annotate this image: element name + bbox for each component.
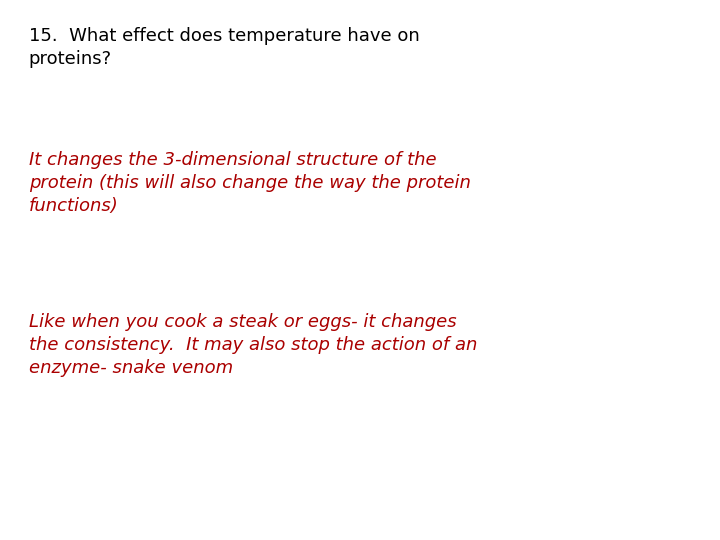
Text: Like when you cook a steak or eggs- it changes
the consistency.  It may also sto: Like when you cook a steak or eggs- it c… xyxy=(29,313,477,377)
Text: It changes the 3-dimensional structure of the
protein (this will also change the: It changes the 3-dimensional structure o… xyxy=(29,151,471,215)
Text: 15.  What effect does temperature have on
proteins?: 15. What effect does temperature have on… xyxy=(29,27,420,68)
